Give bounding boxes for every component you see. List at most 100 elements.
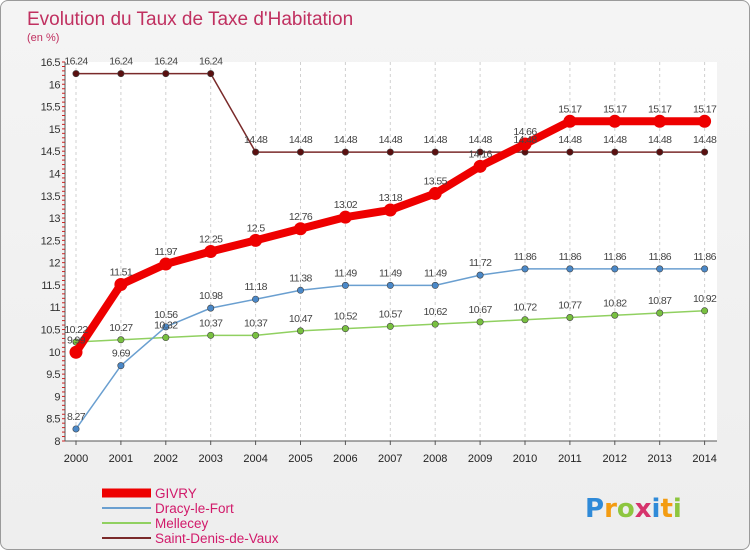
y-tick-label: 14.5 <box>41 146 61 158</box>
data-label-dracy-le-fort: 11.18 <box>244 281 267 293</box>
data-label-saint-denis-de-vaux: 14.48 <box>244 134 268 146</box>
data-point-givry <box>473 159 487 173</box>
x-tick-label: 2009 <box>468 453 492 465</box>
y-tick-label: 9 <box>54 391 60 403</box>
data-label-givry: 13.02 <box>334 199 358 211</box>
x-tick-label: 2007 <box>378 453 402 465</box>
data-label-saint-denis-de-vaux: 14.48 <box>334 134 358 146</box>
data-point-saint-denis-de-vaux <box>611 148 619 156</box>
data-point-givry <box>338 210 352 224</box>
data-label-saint-denis-de-vaux: 14.48 <box>424 134 448 146</box>
x-tick-label: 2010 <box>513 453 537 465</box>
data-label-givry: 12.76 <box>289 211 313 223</box>
series-layer <box>69 70 712 433</box>
data-point-mellecey <box>476 318 484 326</box>
data-point-mellecey <box>296 327 304 335</box>
data-label-mellecey: 10.77 <box>558 299 582 311</box>
data-label-saint-denis-de-vaux: 14.48 <box>648 134 672 146</box>
data-point-dracy-le-fort <box>207 304 215 312</box>
data-label-saint-denis-de-vaux: 14.48 <box>468 134 492 146</box>
data-label-dracy-le-fort: 11.86 <box>648 251 671 263</box>
legend-label: Dracy-le-Fort <box>155 501 234 516</box>
data-label-mellecey: 10.47 <box>289 313 313 325</box>
data-point-mellecey <box>386 322 394 330</box>
data-point-saint-denis-de-vaux <box>117 70 125 78</box>
data-point-dracy-le-fort <box>611 265 619 273</box>
data-point-mellecey <box>431 320 439 328</box>
data-label-mellecey: 10.22 <box>64 324 88 336</box>
y-tick-label: 14 <box>49 168 61 180</box>
data-label-dracy-le-fort: 11.86 <box>559 251 582 263</box>
data-label-mellecey: 10.82 <box>603 297 627 309</box>
x-tick-label: 2005 <box>288 453 312 465</box>
data-point-dracy-le-fort <box>296 286 304 294</box>
data-label-givry: 15.17 <box>648 103 672 115</box>
data-point-saint-denis-de-vaux <box>701 148 709 156</box>
y-tick-label: 12 <box>49 258 61 270</box>
data-point-dracy-le-fort <box>656 265 664 273</box>
data-point-givry <box>294 222 307 236</box>
data-label-saint-denis-de-vaux: 16.24 <box>64 56 88 68</box>
data-point-givry <box>428 187 442 201</box>
data-point-dracy-le-fort <box>252 295 260 303</box>
data-label-dracy-le-fort: 10.56 <box>154 309 178 321</box>
legend-label: GIVRY <box>155 486 197 501</box>
y-tick-label: 11.5 <box>41 280 60 292</box>
data-label-dracy-le-fort: 10.98 <box>199 290 223 302</box>
data-point-givry <box>69 345 83 359</box>
data-point-saint-denis-de-vaux <box>476 148 484 156</box>
legend-label: Saint-Denis-de-Vaux <box>155 531 279 546</box>
data-label-mellecey: 10.52 <box>334 311 358 323</box>
data-label-dracy-le-fort: 11.49 <box>334 267 357 279</box>
logo-letter: t <box>660 494 672 524</box>
data-label-givry: 14.66 <box>513 126 537 138</box>
data-label-saint-denis-de-vaux: 14.48 <box>558 134 582 146</box>
data-label-dracy-le-fort: 11.49 <box>424 267 447 279</box>
y-tick-label: 11 <box>50 302 61 314</box>
data-point-saint-denis-de-vaux <box>341 148 349 156</box>
data-point-mellecey <box>566 313 574 321</box>
data-point-mellecey <box>521 316 529 324</box>
data-point-dracy-le-fort <box>117 362 125 370</box>
data-label-givry: 13.55 <box>424 176 448 188</box>
data-point-givry <box>653 114 667 128</box>
data-point-mellecey <box>611 311 619 319</box>
x-tick-label: 2003 <box>198 453 222 465</box>
data-label-dracy-le-fort: 11.72 <box>469 257 492 269</box>
data-label-mellecey: 10.87 <box>648 295 672 307</box>
data-label-mellecey: 10.62 <box>424 306 448 318</box>
y-tick-label: 8 <box>54 436 60 448</box>
data-label-dracy-le-fort: 9.69 <box>112 348 131 360</box>
data-point-dracy-le-fort <box>72 425 80 433</box>
data-point-givry <box>698 114 712 128</box>
data-label-mellecey: 10.32 <box>154 320 178 332</box>
data-label-givry: 15.17 <box>693 103 717 115</box>
data-label-givry: 11.51 <box>110 266 133 278</box>
data-label-mellecey: 10.72 <box>513 302 537 314</box>
proxiti-logo: Proxiti <box>585 494 682 524</box>
data-point-dracy-le-fort <box>162 323 170 331</box>
data-point-dracy-le-fort <box>701 265 709 273</box>
data-point-saint-denis-de-vaux <box>431 148 439 156</box>
data-label-mellecey: 10.27 <box>109 322 133 334</box>
y-tick-label: 12.5 <box>41 235 61 247</box>
data-label-dracy-le-fort: 11.86 <box>693 251 716 263</box>
y-tick-label: 15.5 <box>41 102 61 114</box>
data-point-dracy-le-fort <box>521 265 529 273</box>
data-point-saint-denis-de-vaux <box>386 148 394 156</box>
data-point-dracy-le-fort <box>476 271 484 279</box>
data-point-givry <box>204 245 218 258</box>
data-point-saint-denis-de-vaux <box>252 148 260 156</box>
data-label-dracy-le-fort: 11.86 <box>604 251 627 263</box>
logo-letter: i <box>673 494 682 524</box>
data-label-dracy-le-fort: 11.86 <box>514 251 537 263</box>
data-label-givry: 14.16 <box>468 148 492 160</box>
data-label-givry: 12.25 <box>199 234 223 246</box>
x-tick-label: 2002 <box>154 453 178 465</box>
logo-letter: r <box>604 494 617 524</box>
x-tick-label: 2012 <box>603 453 627 465</box>
data-point-dracy-le-fort <box>566 265 574 273</box>
data-label-saint-denis-de-vaux: 16.24 <box>154 56 178 68</box>
x-tick-label: 2013 <box>647 453 671 465</box>
